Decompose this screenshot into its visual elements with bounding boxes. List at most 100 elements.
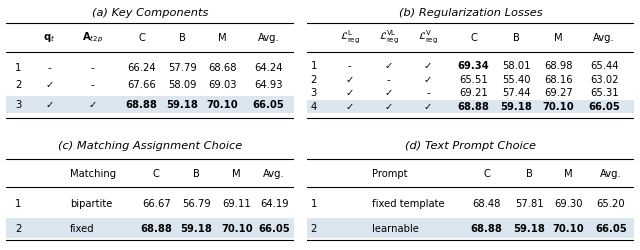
Text: ✓: ✓ — [45, 100, 54, 110]
Text: 64.19: 64.19 — [260, 198, 289, 208]
Text: $\mathcal{L}^{\mathrm{V}}_{\mathrm{reg}}$: $\mathcal{L}^{\mathrm{V}}_{\mathrm{reg}}… — [418, 29, 438, 46]
Text: 69.27: 69.27 — [544, 88, 573, 98]
Text: 59.18: 59.18 — [513, 223, 545, 233]
Text: ✓: ✓ — [385, 102, 393, 112]
Text: 69.03: 69.03 — [208, 80, 237, 90]
Text: 66.05: 66.05 — [253, 100, 284, 110]
Text: 70.10: 70.10 — [207, 100, 238, 110]
Text: 2: 2 — [15, 223, 21, 233]
Text: 68.16: 68.16 — [544, 74, 573, 84]
Bar — [6, 96, 294, 114]
Text: ✓: ✓ — [424, 102, 432, 112]
Bar — [6, 218, 294, 238]
Text: 1: 1 — [15, 62, 21, 72]
Text: 2: 2 — [310, 74, 317, 84]
Text: 66.24: 66.24 — [127, 62, 156, 72]
Text: (c) Matching Assignment Choice: (c) Matching Assignment Choice — [58, 141, 243, 151]
Text: $\mathbf{A}_{t2p}$: $\mathbf{A}_{t2p}$ — [82, 30, 104, 45]
Text: 59.18: 59.18 — [180, 223, 212, 233]
Text: ✓: ✓ — [45, 80, 54, 90]
Text: 57.79: 57.79 — [168, 62, 196, 72]
Text: 65.44: 65.44 — [590, 61, 618, 70]
Text: 3: 3 — [310, 88, 317, 98]
Text: 59.18: 59.18 — [500, 102, 532, 112]
Text: 67.66: 67.66 — [127, 80, 156, 90]
Text: 63.02: 63.02 — [590, 74, 618, 84]
Text: ✓: ✓ — [88, 100, 97, 110]
Text: 58.01: 58.01 — [502, 61, 531, 70]
Text: 66.05: 66.05 — [588, 102, 620, 112]
Text: 69.11: 69.11 — [223, 198, 251, 208]
Text: bipartite: bipartite — [70, 198, 112, 208]
Text: 1: 1 — [310, 198, 317, 208]
Text: -: - — [387, 74, 390, 84]
Text: fixed template: fixed template — [372, 198, 445, 208]
Text: C: C — [470, 32, 477, 42]
Text: learnable: learnable — [372, 223, 419, 233]
Text: M: M — [218, 32, 227, 42]
Text: 66.67: 66.67 — [142, 198, 170, 208]
Text: 68.48: 68.48 — [472, 198, 501, 208]
Text: 3: 3 — [15, 100, 21, 110]
Text: C: C — [153, 169, 159, 179]
Text: Avg.: Avg. — [258, 32, 279, 42]
Text: 64.24: 64.24 — [254, 62, 283, 72]
Text: B: B — [525, 169, 532, 179]
Text: 69.21: 69.21 — [460, 88, 488, 98]
Text: ✓: ✓ — [385, 61, 393, 70]
Text: -: - — [426, 88, 430, 98]
Text: 59.18: 59.18 — [166, 100, 198, 110]
Text: ✓: ✓ — [424, 74, 432, 84]
Text: $\mathcal{L}^{\mathrm{L}}_{\mathrm{reg}}$: $\mathcal{L}^{\mathrm{L}}_{\mathrm{reg}}… — [340, 29, 360, 46]
Text: 70.10: 70.10 — [543, 102, 574, 112]
Text: 57.44: 57.44 — [502, 88, 531, 98]
Text: ✓: ✓ — [346, 88, 354, 98]
Text: M: M — [554, 32, 563, 42]
Text: 55.40: 55.40 — [502, 74, 531, 84]
Bar — [307, 218, 634, 238]
Text: 69.34: 69.34 — [458, 61, 490, 70]
Text: -: - — [48, 62, 51, 72]
Bar — [307, 100, 634, 114]
Text: (b) Regularization Losses: (b) Regularization Losses — [399, 8, 542, 18]
Text: Avg.: Avg. — [593, 32, 615, 42]
Text: 65.20: 65.20 — [596, 198, 625, 208]
Text: M: M — [564, 169, 573, 179]
Text: 66.05: 66.05 — [595, 223, 627, 233]
Text: fixed: fixed — [70, 223, 94, 233]
Text: -: - — [348, 61, 351, 70]
Text: 56.79: 56.79 — [182, 198, 211, 208]
Text: ✓: ✓ — [424, 61, 432, 70]
Text: $\mathbf{q}_t$: $\mathbf{q}_t$ — [44, 32, 56, 44]
Text: 70.10: 70.10 — [552, 223, 584, 233]
Text: $\mathcal{L}^{\mathrm{VL}}_{\mathrm{reg}}$: $\mathcal{L}^{\mathrm{VL}}_{\mathrm{reg}… — [379, 29, 399, 46]
Text: ✓: ✓ — [346, 102, 354, 112]
Text: C: C — [483, 169, 490, 179]
Text: 68.88: 68.88 — [471, 223, 502, 233]
Text: 65.51: 65.51 — [460, 74, 488, 84]
Text: 68.88: 68.88 — [140, 223, 172, 233]
Text: -: - — [91, 62, 95, 72]
Text: (d) Text Prompt Choice: (d) Text Prompt Choice — [405, 141, 536, 151]
Text: 68.98: 68.98 — [544, 61, 573, 70]
Text: 2: 2 — [15, 80, 21, 90]
Text: 57.81: 57.81 — [515, 198, 543, 208]
Text: C: C — [138, 32, 145, 42]
Text: ✓: ✓ — [385, 88, 393, 98]
Text: B: B — [193, 169, 200, 179]
Text: 1: 1 — [15, 198, 21, 208]
Text: 68.88: 68.88 — [126, 100, 157, 110]
Text: B: B — [513, 32, 520, 42]
Text: 70.10: 70.10 — [221, 223, 253, 233]
Text: 2: 2 — [310, 223, 317, 233]
Text: Prompt: Prompt — [372, 169, 408, 179]
Text: 58.09: 58.09 — [168, 80, 196, 90]
Text: Matching: Matching — [70, 169, 116, 179]
Text: 68.88: 68.88 — [458, 102, 490, 112]
Text: 69.30: 69.30 — [554, 198, 582, 208]
Text: (a) Key Components: (a) Key Components — [92, 8, 209, 18]
Text: 66.05: 66.05 — [259, 223, 290, 233]
Text: 1: 1 — [310, 61, 317, 70]
Text: Avg.: Avg. — [600, 169, 621, 179]
Text: Avg.: Avg. — [264, 169, 285, 179]
